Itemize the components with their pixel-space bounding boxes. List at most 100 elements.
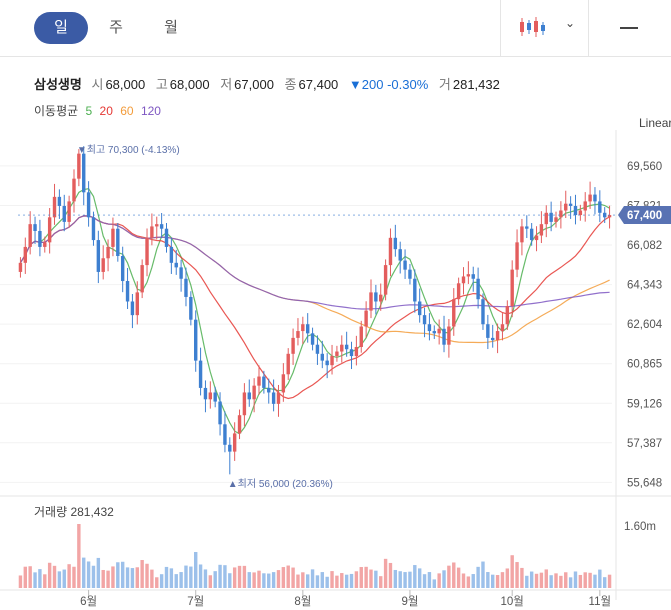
volume-label: 거 (438, 77, 451, 92)
candlestick-chart-icon[interactable] (518, 16, 546, 38)
candle-body (96, 240, 101, 272)
volume-bar (33, 572, 37, 588)
candle-body (86, 192, 91, 218)
volume-bar (130, 568, 135, 588)
candle-body (354, 346, 359, 357)
volume-bar (583, 572, 587, 588)
min-price-label: ▲최저 56,000 (20.36%) (228, 478, 333, 490)
chevron-down-icon[interactable]: ⌄ (565, 16, 576, 30)
candle-body (491, 337, 495, 341)
candle-body (262, 376, 266, 388)
candle-body (232, 433, 237, 452)
volume-bar (247, 572, 251, 588)
candle-body (150, 226, 154, 238)
candle-body (544, 212, 548, 225)
volume-bar (568, 577, 573, 588)
volume-bar (52, 565, 57, 588)
ma-5-label[interactable]: 5 (85, 104, 93, 118)
volume-bar (432, 579, 436, 588)
volume-title: 거래량 281,432 (34, 505, 114, 519)
volume-bar (67, 564, 71, 588)
volume-bar (534, 573, 539, 588)
volume-bar (111, 566, 115, 588)
volume-bar (223, 565, 227, 588)
candle-body (549, 212, 553, 222)
toolbar-divider (500, 0, 501, 56)
candle-body (520, 226, 524, 243)
open-value: 68,000 (105, 77, 146, 92)
candle-body (379, 294, 383, 302)
volume-bar (28, 566, 32, 588)
volume-bar (398, 571, 402, 588)
candle-body (174, 262, 178, 268)
candle-body (62, 205, 66, 222)
volume-bar (359, 567, 363, 588)
candle-body (529, 228, 534, 241)
y-tick-label: 62,604 (627, 319, 663, 331)
volume-bar (228, 573, 232, 588)
volume-bar (554, 573, 558, 588)
candle-body (564, 203, 568, 211)
volume-bar (57, 571, 62, 588)
volume-bar (515, 562, 519, 588)
candle-body (427, 324, 432, 332)
volume-bar (276, 570, 281, 588)
candle-body (281, 374, 286, 393)
current-price-tag (618, 206, 671, 225)
candle-body (179, 267, 183, 279)
candle-body (583, 201, 587, 211)
tab-month[interactable]: 월 (164, 19, 178, 36)
volume-bar (340, 573, 344, 588)
volume-bar (267, 573, 271, 588)
volume-bar (369, 569, 373, 588)
scale-toggle[interactable]: Linear (639, 116, 671, 130)
max-price-label: ▼최고 70,300 (-4.13%) (77, 144, 180, 156)
volume-bar (47, 562, 52, 588)
y-tick-label: 60,865 (627, 359, 662, 371)
volume-bar (203, 569, 208, 588)
ma-120-label[interactable]: 120 (140, 104, 161, 118)
high-label: 고 (155, 77, 168, 92)
candle-body (208, 392, 213, 400)
volume-bar (383, 558, 388, 588)
ma-20-label[interactable]: 20 (99, 104, 113, 118)
volume-bar (452, 562, 456, 588)
volume-bar (169, 568, 174, 588)
volume-bar (296, 574, 300, 588)
y-tick-label: 69,560 (627, 161, 662, 173)
candle-body (388, 237, 393, 266)
y-tick-label: 57,387 (627, 438, 662, 450)
volume-bar (286, 565, 290, 588)
ma-60-label[interactable]: 60 (120, 104, 134, 118)
candle-body (534, 235, 539, 241)
volume-bar (476, 566, 480, 588)
volume-bar (466, 576, 471, 588)
volume-bar (379, 576, 383, 588)
candle-body (38, 230, 42, 247)
volume-bar (18, 575, 23, 588)
tab-day[interactable]: 일 (34, 12, 88, 44)
candle-body (486, 324, 490, 338)
volume-bar (184, 565, 188, 588)
volume-bar (471, 574, 475, 588)
candle-body (252, 385, 256, 400)
volume-bar (403, 572, 407, 588)
candle-body (52, 196, 57, 218)
volume-bar (145, 563, 149, 588)
x-tick-label: 7월 (187, 595, 204, 608)
volume-bar (364, 566, 368, 588)
volume-bar (413, 565, 417, 588)
collapse-icon[interactable] (620, 27, 638, 29)
candle-body (393, 237, 398, 250)
candle-body (325, 360, 329, 366)
volume-bar (194, 552, 198, 588)
candle-body (364, 310, 368, 327)
candle-body (23, 246, 28, 263)
volume-bar (242, 565, 247, 588)
volume-bar (38, 569, 42, 588)
candle-body (359, 326, 363, 347)
candle-body (510, 269, 514, 307)
tab-week[interactable]: 주 (109, 19, 123, 36)
candle-body (43, 242, 47, 247)
